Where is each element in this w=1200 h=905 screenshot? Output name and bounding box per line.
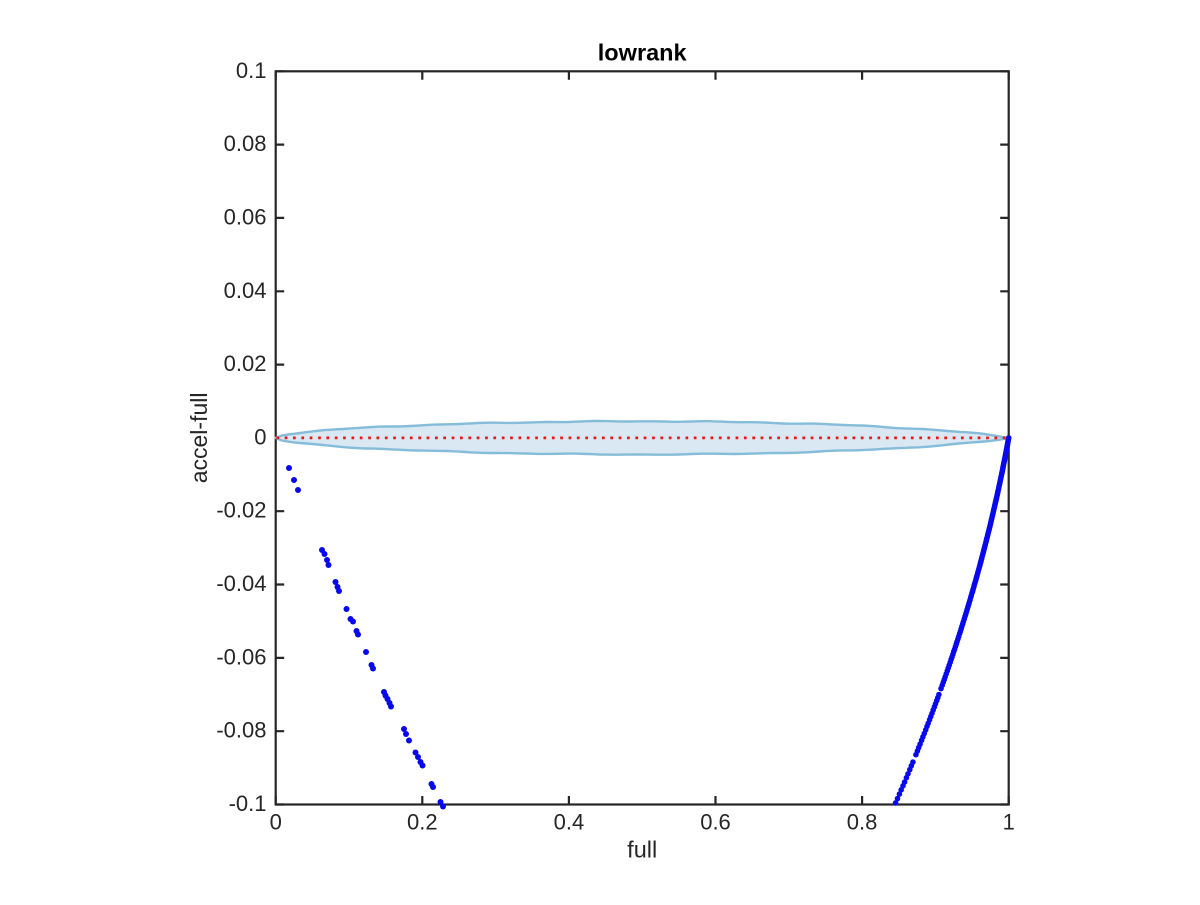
svg-text:accel-full: accel-full bbox=[186, 393, 212, 484]
svg-text:0.02: 0.02 bbox=[224, 351, 267, 376]
svg-text:0.08: 0.08 bbox=[224, 131, 267, 156]
svg-text:0: 0 bbox=[270, 810, 282, 835]
svg-text:-0.06: -0.06 bbox=[216, 644, 266, 669]
svg-text:-0.02: -0.02 bbox=[216, 498, 266, 523]
svg-text:0.4: 0.4 bbox=[554, 810, 585, 835]
svg-text:full: full bbox=[627, 837, 657, 863]
svg-text:0.6: 0.6 bbox=[700, 810, 731, 835]
svg-text:0.1: 0.1 bbox=[236, 58, 267, 83]
svg-text:0: 0 bbox=[254, 424, 266, 449]
svg-text:0.06: 0.06 bbox=[224, 204, 267, 229]
svg-text:1: 1 bbox=[1003, 810, 1015, 835]
svg-text:0.04: 0.04 bbox=[224, 278, 267, 303]
svg-text:-0.04: -0.04 bbox=[216, 571, 266, 596]
svg-text:-0.08: -0.08 bbox=[216, 718, 266, 743]
svg-text:lowrank: lowrank bbox=[598, 40, 688, 66]
svg-text:0.2: 0.2 bbox=[407, 810, 438, 835]
svg-text:-0.1: -0.1 bbox=[229, 791, 267, 816]
svg-text:0.8: 0.8 bbox=[847, 810, 878, 835]
